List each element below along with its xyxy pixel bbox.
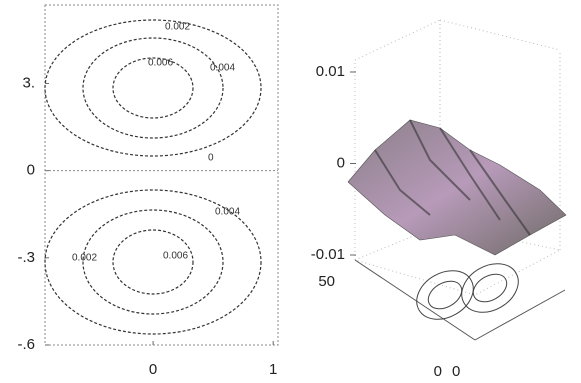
contour-line (112, 57, 194, 119)
contour-line (44, 19, 262, 157)
floor-contour (416, 270, 474, 320)
z-tick-label: -0.01 (311, 246, 345, 263)
contour-line (82, 37, 224, 139)
x-tick-label: 0 (149, 361, 157, 378)
z-tick-label: 0 (337, 154, 345, 171)
z-tick-label: 0.01 (316, 63, 345, 80)
axis-line (474, 289, 566, 341)
floor-contour (427, 280, 463, 310)
floor-contour (472, 273, 508, 303)
contour-label: 0.002 (72, 253, 97, 264)
box-edge (439, 19, 561, 51)
contour-plot: 3. 0 -.3 -.6 0 1 0.002 0.006 0.004 0 0.004 0.002 0.0… (17, 4, 279, 378)
contour-label: 0 (208, 153, 214, 164)
contour-label: 0.006 (148, 58, 173, 69)
x-tick-label: 0 (452, 363, 460, 380)
y-tick-label: -.6 (17, 336, 35, 353)
y-tick-label: 0 (27, 162, 35, 179)
axis-line (354, 259, 476, 341)
contour-label: 0.004 (215, 207, 240, 218)
y-tick-label: 50 (318, 273, 335, 290)
y-tick-label: 3. (22, 74, 35, 91)
y-tick-label: -.3 (17, 249, 35, 266)
surface-ridge (374, 119, 531, 236)
box-edge (354, 19, 441, 61)
contour-label: 0.004 (210, 63, 235, 74)
contour-label: 0.002 (165, 22, 190, 33)
y-tick-label: 0 (434, 363, 442, 380)
contour-line (112, 229, 194, 295)
box-floor (353, 224, 562, 296)
floor-contours (416, 263, 519, 320)
contour-line (82, 209, 224, 315)
plot-frame (44, 4, 279, 346)
floor-contour (461, 263, 519, 313)
contour-line (44, 189, 262, 335)
contour-label: 0.006 (163, 251, 188, 262)
x-tick-label: 1 (269, 361, 277, 378)
